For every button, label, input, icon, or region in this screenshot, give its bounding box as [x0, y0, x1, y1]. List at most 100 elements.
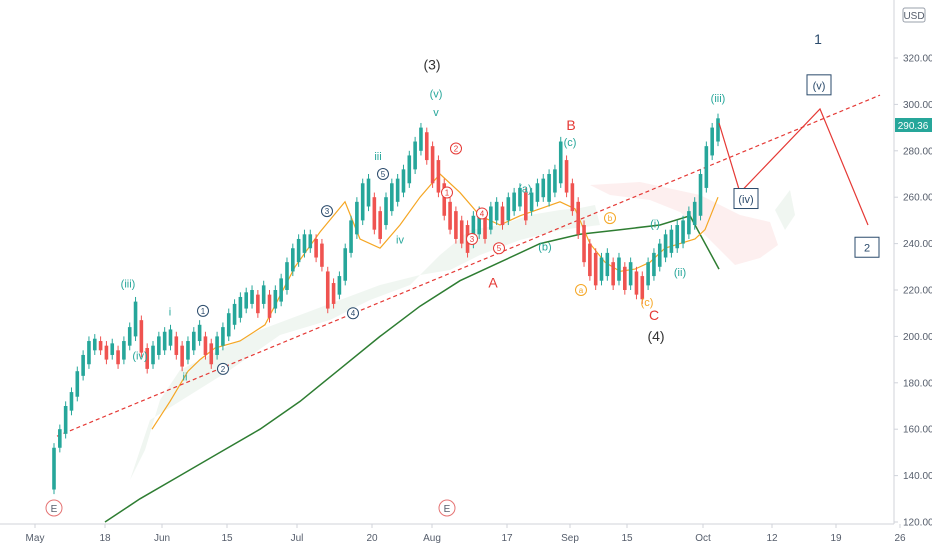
candle-body: [687, 211, 691, 235]
ma-fast-line: [151, 173, 719, 430]
wave-label: (iii): [121, 279, 136, 291]
candle-body: [256, 294, 260, 314]
candle-body: [489, 206, 493, 230]
y-tick-label: 200.00: [903, 332, 932, 343]
candle-body: [419, 127, 423, 151]
wave-box-label: (v): [813, 80, 826, 92]
wave-label: (4): [647, 328, 664, 344]
candle-body: [209, 343, 214, 365]
wave-label: A: [488, 275, 498, 291]
candle-body: [588, 243, 592, 277]
candle-body: [116, 350, 120, 365]
candle-body: [372, 197, 377, 230]
wave-circle-label: 3: [325, 207, 330, 216]
price-tag: [895, 118, 932, 132]
y-tick-label: 180.00: [903, 378, 932, 389]
candle-body: [390, 183, 394, 212]
candle-body: [553, 169, 557, 193]
candle-body: [424, 132, 429, 161]
wave-label: iv: [396, 235, 404, 247]
candle-body: [52, 447, 56, 490]
y-tick-label: 260.00: [903, 193, 932, 204]
candle-body: [518, 187, 522, 207]
candle-body: [506, 197, 511, 221]
wave-circle-label: a: [579, 286, 584, 295]
candle-body: [122, 341, 126, 360]
candle-body: [640, 276, 645, 300]
currency-badge[interactable]: [902, 7, 926, 23]
wave-circle-label: 2: [454, 144, 459, 153]
candle-body: [331, 283, 336, 304]
wave-box-label: (iv): [738, 194, 753, 206]
wave-label: B: [566, 117, 575, 133]
candle-body: [611, 262, 615, 286]
candle-body: [617, 257, 621, 281]
wave-label: i: [169, 307, 171, 319]
candle-body: [244, 292, 249, 309]
candle-body: [191, 331, 196, 351]
candle-body: [535, 183, 540, 202]
wave-label: v: [433, 107, 439, 119]
event-marker: [438, 499, 456, 517]
x-tick-label: 19: [830, 533, 842, 544]
x-tick-label: May: [26, 533, 45, 544]
wave-label: 1: [814, 31, 822, 47]
wave-circle: [321, 205, 333, 218]
candle-body: [471, 215, 476, 244]
wave-circle-label: b: [608, 214, 613, 223]
candle-body: [378, 211, 382, 239]
cloud-bearish: [590, 182, 778, 265]
candle-body: [448, 201, 452, 230]
y-tick-label: 320.00: [903, 54, 932, 65]
candle-body: [413, 141, 417, 170]
candle-body: [168, 329, 173, 346]
trendline: [56, 94, 881, 437]
wave-circle-label: 1: [445, 189, 450, 198]
candle-body: [663, 234, 668, 258]
candle-body: [605, 252, 610, 277]
wave-circle: [466, 232, 478, 245]
candle-body: [716, 118, 720, 142]
x-tick-label: 15: [621, 533, 633, 544]
x-tick-label: Jul: [291, 533, 304, 544]
wave-circle-label: 4: [480, 209, 485, 218]
candle-body: [454, 211, 458, 239]
event-marker-label: E: [51, 504, 58, 515]
candle-body: [139, 320, 144, 353]
y-tick-label: 160.00: [903, 425, 932, 436]
candle-body: [628, 262, 633, 286]
y-tick-label: 140.00: [903, 471, 932, 482]
candle-body: [512, 192, 516, 212]
wave-label: (i): [650, 218, 660, 230]
candle-body: [582, 225, 586, 263]
candle-body: [337, 276, 342, 295]
candle-body: [238, 296, 243, 318]
candle-body: [69, 392, 74, 411]
y-tick-label: 120.00: [903, 518, 932, 529]
wave-circle: [450, 142, 462, 155]
candle-body: [302, 234, 307, 253]
candle-body: [197, 324, 202, 342]
currency-label: USD: [903, 11, 924, 22]
y-tick-label: 280.00: [903, 146, 932, 157]
wave-circle-label: 2: [221, 365, 226, 374]
candle-body: [483, 215, 487, 239]
candle-body: [407, 155, 412, 184]
wave-label: (b): [538, 242, 551, 254]
candle-body: [162, 331, 167, 351]
candle-body: [692, 201, 697, 226]
x-tick-label: 20: [366, 533, 378, 544]
candle-body: [558, 141, 563, 184]
candle-body: [623, 266, 627, 290]
candle-body: [657, 243, 662, 267]
candle-body: [500, 206, 505, 226]
wave-label: (a): [518, 184, 531, 196]
candle-body: [698, 174, 703, 216]
candle-body: [646, 262, 650, 286]
wave-projection: [718, 107, 869, 226]
candle-body: [704, 146, 709, 188]
wave-label: (iii): [711, 93, 726, 105]
wave-circle: [493, 242, 505, 255]
candle-body: [157, 336, 161, 355]
